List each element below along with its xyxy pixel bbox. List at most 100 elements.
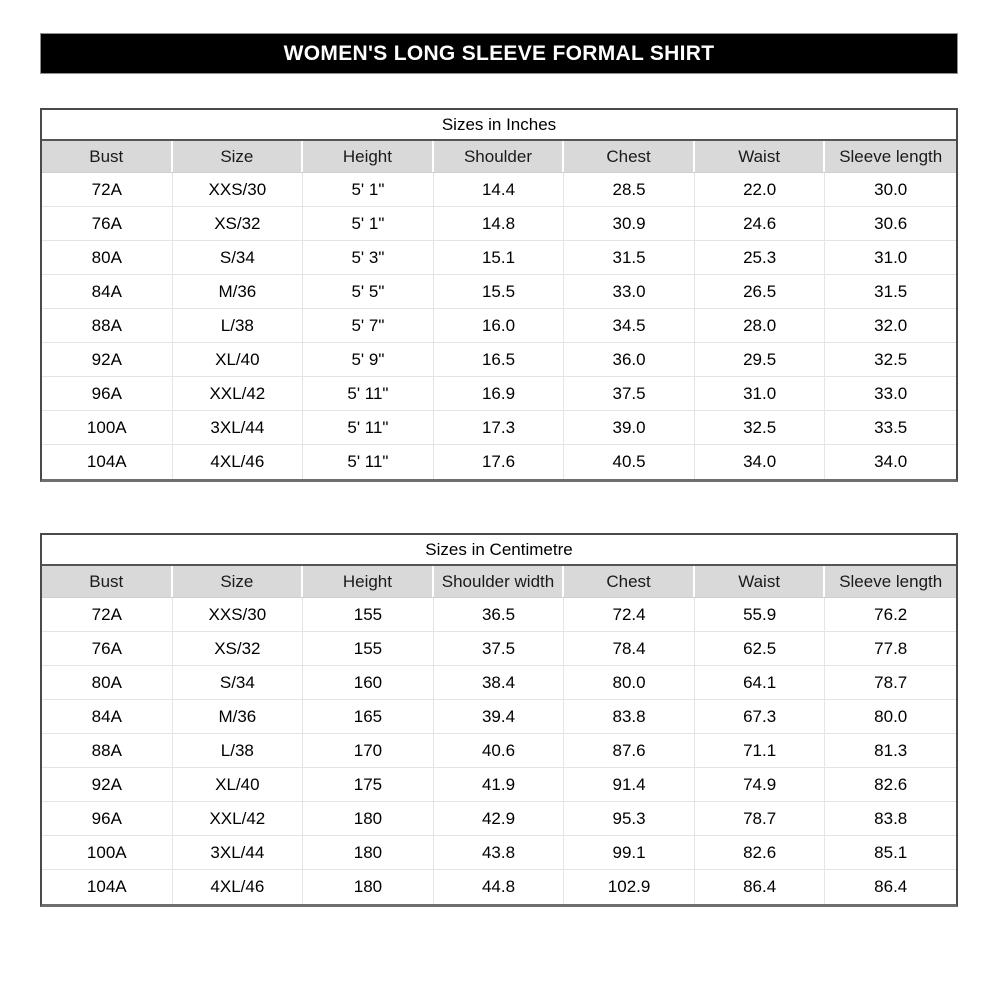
table-cell: 32.5 — [825, 343, 956, 377]
table-cell: 15.1 — [433, 241, 565, 275]
table-cell: XS/32 — [172, 632, 304, 666]
table-cell: 180 — [303, 870, 434, 904]
table-cell: 16.0 — [433, 309, 565, 343]
column-header: Size — [173, 566, 304, 597]
table-cell: 15.5 — [433, 275, 565, 309]
table-cell: 76.2 — [825, 598, 956, 632]
table-cell: 14.4 — [433, 173, 565, 207]
table-cell: 33.0 — [825, 377, 956, 411]
table-cell: 104A — [42, 870, 173, 904]
table-cell: 55.9 — [694, 598, 826, 632]
column-header: Height — [303, 566, 434, 597]
table-cell: 77.8 — [825, 632, 956, 666]
table-row: 84A M/36 165 39.4 83.8 67.3 80.0 — [42, 700, 956, 734]
table-row: 72A XXS/30 155 36.5 72.4 55.9 76.2 — [42, 598, 956, 632]
table-cell: 86.4 — [694, 870, 826, 904]
table-cell: 5' 5" — [303, 275, 434, 309]
page-title: WOMEN'S LONG SLEEVE FORMAL SHIRT — [283, 41, 715, 65]
table-cell: 39.4 — [433, 700, 565, 734]
table-cell: 83.8 — [825, 802, 956, 836]
table-cell: XXS/30 — [172, 598, 304, 632]
table-cell: 30.6 — [825, 207, 956, 241]
table-cell: 72A — [42, 173, 173, 207]
table-row: 76A XS/32 155 37.5 78.4 62.5 77.8 — [42, 632, 956, 666]
table-cell: 16.5 — [433, 343, 565, 377]
table-cell: 155 — [303, 632, 434, 666]
table-row: 72A XXS/30 5' 1" 14.4 28.5 22.0 30.0 — [42, 173, 956, 207]
table-cell: 72A — [42, 598, 173, 632]
table-cell: 31.0 — [694, 377, 826, 411]
table-cell: 38.4 — [433, 666, 565, 700]
table-cell: 5' 9" — [303, 343, 434, 377]
table-cell: 17.6 — [433, 445, 565, 479]
table-cell: 76A — [42, 632, 173, 666]
table-cell: 180 — [303, 836, 434, 870]
table-cell: 31.5 — [825, 275, 956, 309]
table-row: 96A XXL/42 5' 11" 16.9 37.5 31.0 33.0 — [42, 377, 956, 411]
table-cell: 24.6 — [694, 207, 826, 241]
table-cell: 104A — [42, 445, 173, 479]
table-cell: 83.8 — [564, 700, 695, 734]
table-cell: 91.4 — [564, 768, 695, 802]
table-cell: XXS/30 — [172, 173, 304, 207]
table-row: 80A S/34 5' 3" 15.1 31.5 25.3 31.0 — [42, 241, 956, 275]
table-row: 92A XL/40 5' 9" 16.5 36.0 29.5 32.5 — [42, 343, 956, 377]
column-header: Waist — [695, 141, 826, 172]
table-cell: 84A — [42, 700, 173, 734]
table-cell: 67.3 — [694, 700, 826, 734]
table-row: 100A 3XL/44 5' 11" 17.3 39.0 32.5 33.5 — [42, 411, 956, 445]
table-cell: 30.0 — [825, 173, 956, 207]
table-row: 88A L/38 170 40.6 87.6 71.1 81.3 — [42, 734, 956, 768]
table-cell: 41.9 — [433, 768, 565, 802]
table-cell: 88A — [42, 734, 173, 768]
table-cell: 17.3 — [433, 411, 565, 445]
table-cell: 25.3 — [694, 241, 826, 275]
column-header: Waist — [695, 566, 826, 597]
table-cell: 74.9 — [694, 768, 826, 802]
table-cell: 4XL/46 — [172, 445, 304, 479]
table-cell: 31.5 — [564, 241, 695, 275]
table-cell: 29.5 — [694, 343, 826, 377]
table-row: 80A S/34 160 38.4 80.0 64.1 78.7 — [42, 666, 956, 700]
table-cell: 5' 3" — [303, 241, 434, 275]
table-cell: 87.6 — [564, 734, 695, 768]
table-cell: 175 — [303, 768, 434, 802]
table-cell: 82.6 — [694, 836, 826, 870]
table-cell: 72.4 — [564, 598, 695, 632]
table-cell: 5' 11" — [303, 445, 434, 479]
table-cell: 64.1 — [694, 666, 826, 700]
table-cell: 92A — [42, 343, 173, 377]
table-cell: 5' 1" — [303, 173, 434, 207]
table-cell: 81.3 — [825, 734, 956, 768]
table-cell: 155 — [303, 598, 434, 632]
table-cell: 37.5 — [564, 377, 695, 411]
table-row: 96A XXL/42 180 42.9 95.3 78.7 83.8 — [42, 802, 956, 836]
table-row: 104A 4XL/46 5' 11" 17.6 40.5 34.0 34.0 — [42, 445, 956, 479]
table-cell: 78.4 — [564, 632, 695, 666]
table-cell: 80.0 — [564, 666, 695, 700]
table-cell: 3XL/44 — [172, 836, 304, 870]
table-cell: 165 — [303, 700, 434, 734]
table-cell: 40.5 — [564, 445, 695, 479]
table-cell: 33.5 — [825, 411, 956, 445]
table-cell: 86.4 — [825, 870, 956, 904]
table-cell: XXL/42 — [172, 802, 304, 836]
table-cell: 62.5 — [694, 632, 826, 666]
table-cell: M/36 — [172, 275, 304, 309]
table-cell: 32.5 — [694, 411, 826, 445]
table-cell: 33.0 — [564, 275, 695, 309]
table-cell: 26.5 — [694, 275, 826, 309]
table-cell: 102.9 — [564, 870, 695, 904]
table-cell: 100A — [42, 411, 173, 445]
column-header: Size — [173, 141, 304, 172]
table-cell: 42.9 — [433, 802, 565, 836]
table-cell: 14.8 — [433, 207, 565, 241]
sizes-in-inches-table: Sizes in Inches Bust Size Height Shoulder Ch… — [40, 108, 958, 482]
table-cell: 80A — [42, 241, 173, 275]
table-cell: 71.1 — [694, 734, 826, 768]
table-cell: 30.9 — [564, 207, 695, 241]
table-cell: 32.0 — [825, 309, 956, 343]
column-header: Bust — [42, 141, 173, 172]
table-cell: 96A — [42, 802, 173, 836]
table-cell: 39.0 — [564, 411, 695, 445]
